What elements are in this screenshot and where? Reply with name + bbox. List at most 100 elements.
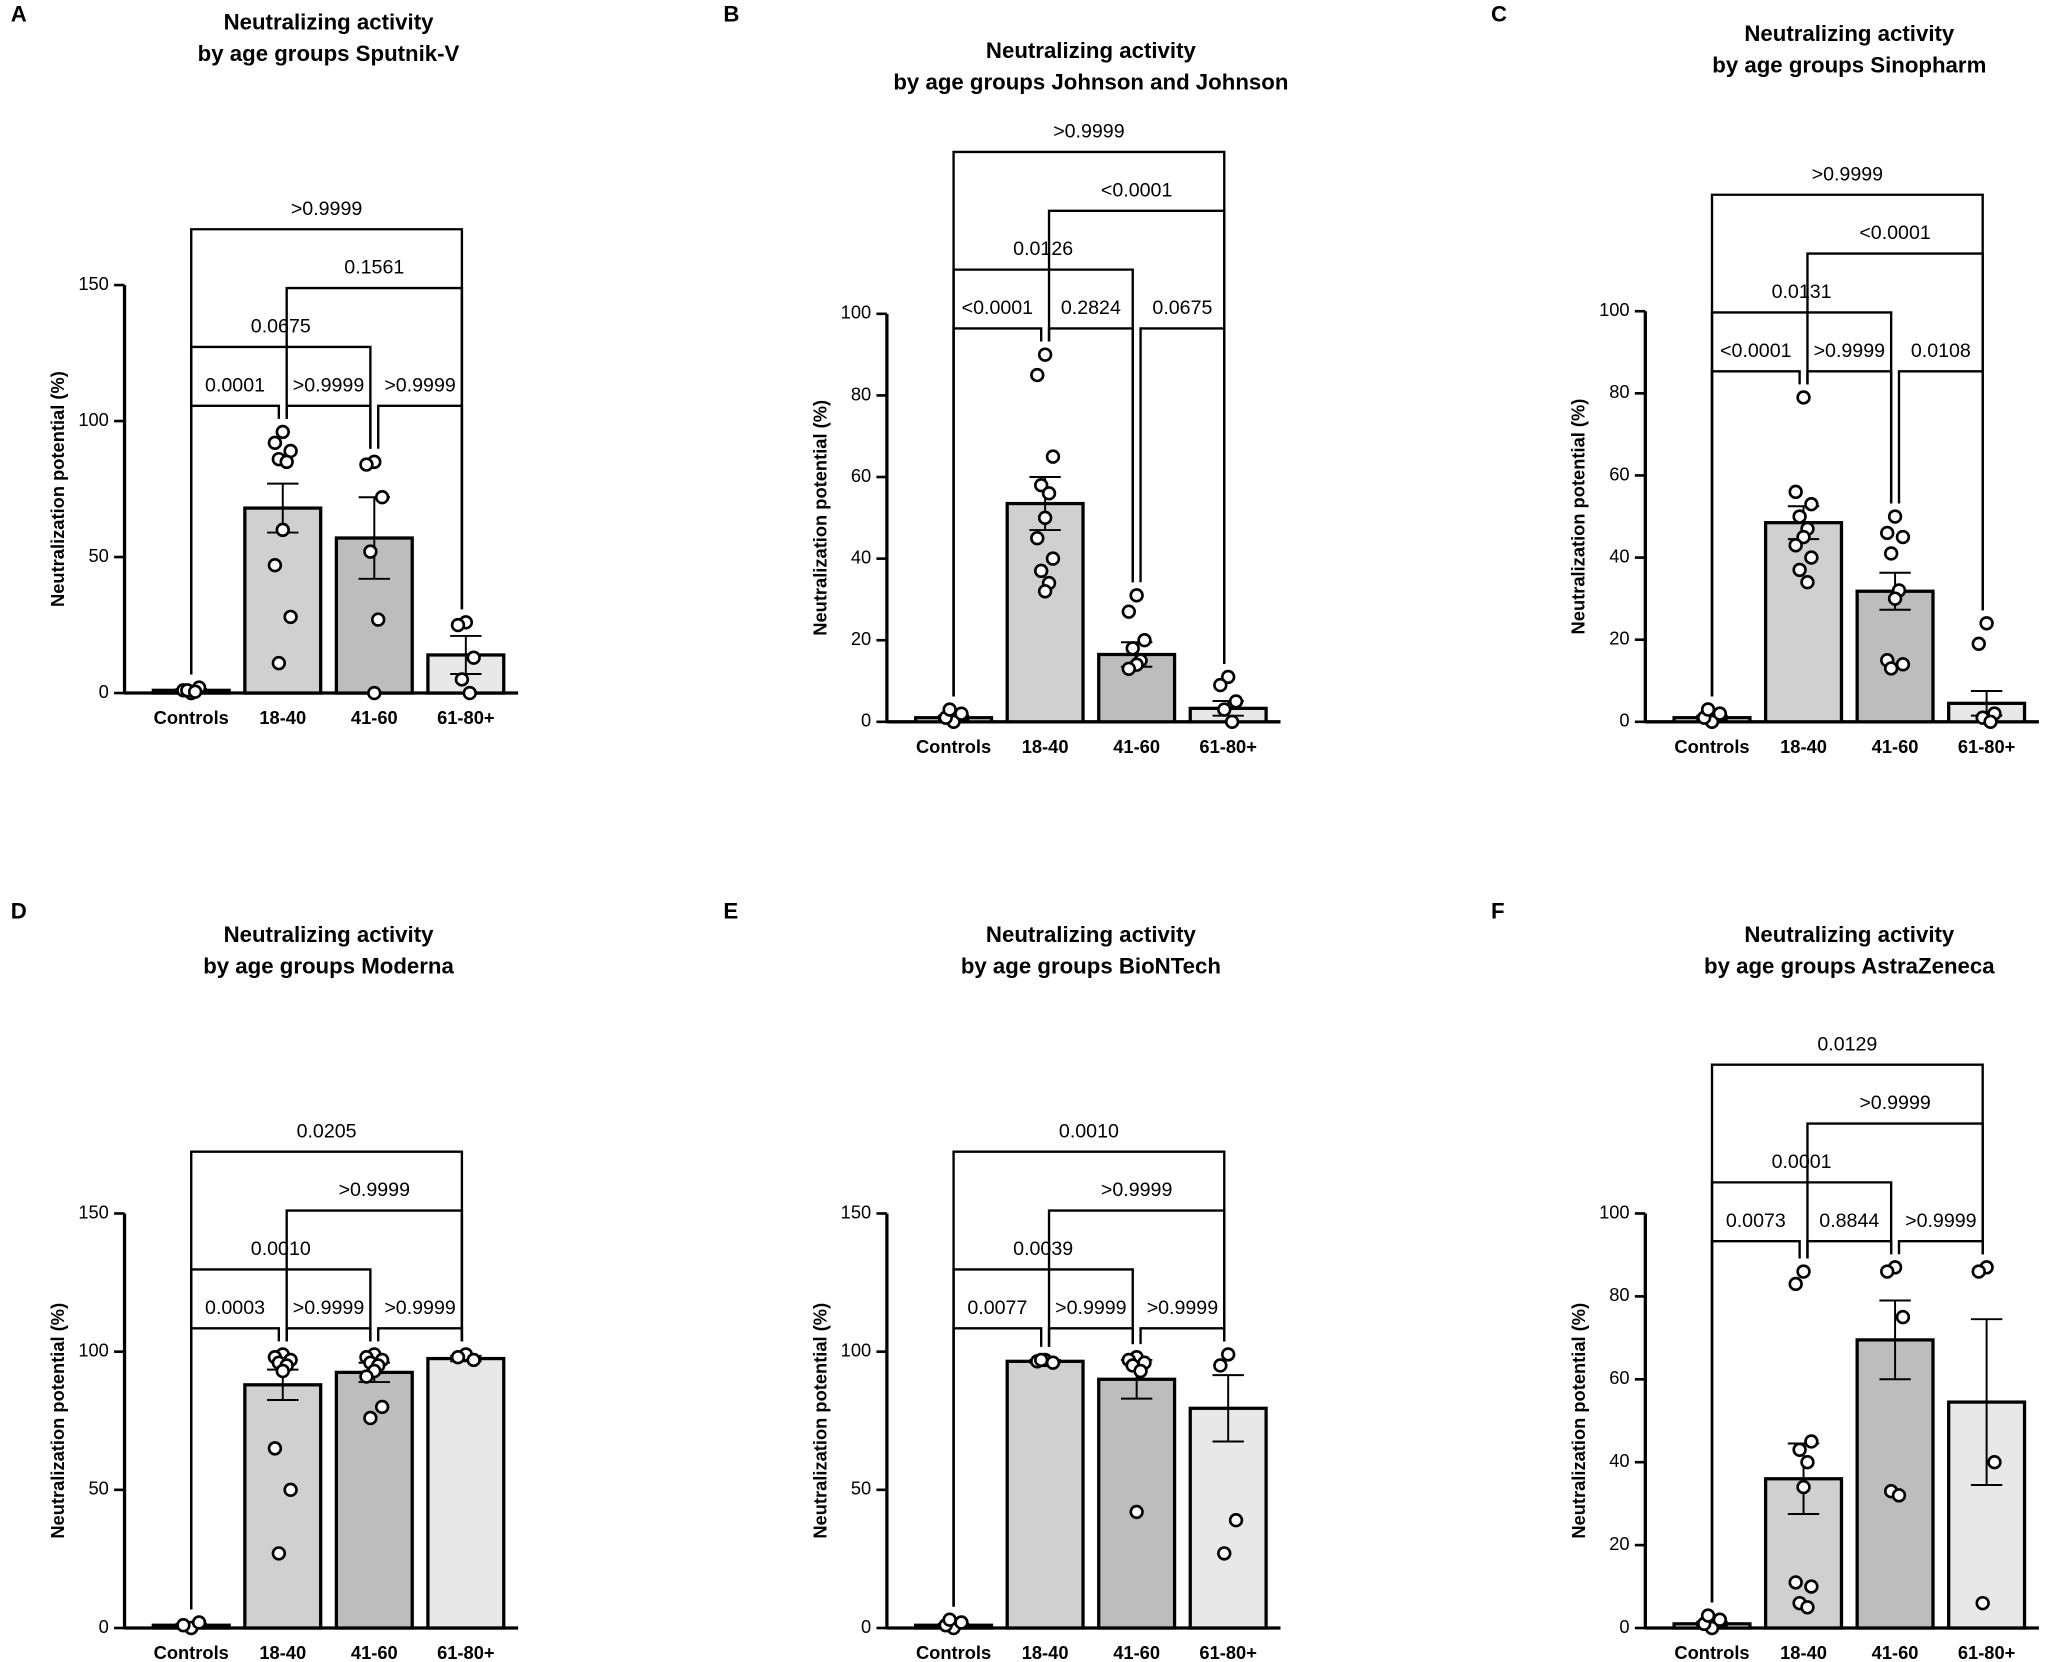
y-tick-label: 50 <box>88 1478 108 1499</box>
data-point <box>275 522 290 538</box>
y-tick-label: 20 <box>1609 628 1629 649</box>
p-value: 0.0010 <box>1059 1120 1119 1142</box>
x-tick-label: Controls <box>916 736 991 757</box>
y-axis-label: Neutralization potential (%) <box>47 1303 68 1539</box>
data-point <box>1891 1488 1907 1503</box>
y-axis-label: Neutralization potential (%) <box>1568 399 1589 635</box>
data-point <box>267 558 283 573</box>
panel-label: C <box>1491 2 1507 27</box>
data-point <box>1045 1355 1061 1370</box>
p-value: >0.9999 <box>1147 1297 1218 1319</box>
p-value: >0.9999 <box>384 1297 455 1319</box>
p-value: >0.9999 <box>339 1179 410 1201</box>
x-tick-label: 61-80+ <box>1199 736 1256 757</box>
data-point <box>1033 563 1049 579</box>
p-value: 0.0039 <box>1013 1238 1073 1260</box>
significance-bracket <box>952 150 1226 697</box>
x-tick-label: 18-40 <box>1780 736 1827 757</box>
data-point <box>954 1615 969 1630</box>
significance-bracket <box>285 1209 464 1342</box>
y-tick-label: 0 <box>99 681 109 702</box>
y-tick-label: 40 <box>851 546 871 567</box>
data-point <box>359 457 374 472</box>
data-point <box>1804 1579 1819 1594</box>
data-point <box>450 1349 466 1365</box>
data-point <box>1796 1479 1811 1495</box>
significance-bracket <box>1806 370 1893 504</box>
p-value: 0.0073 <box>1726 1210 1786 1232</box>
x-tick-label: 41-60 <box>1113 1642 1160 1662</box>
data-point <box>1796 1264 1811 1279</box>
error-bar <box>1879 1299 1911 1381</box>
y-tick-label: 0 <box>861 710 871 731</box>
y-tick-label: 60 <box>1609 1367 1629 1388</box>
data-point <box>1975 1595 1990 1611</box>
data-point <box>1224 714 1240 730</box>
data-point <box>1045 551 1061 566</box>
chart-title: Neutralizing activity <box>1744 21 1955 46</box>
y-tick-label: 80 <box>1609 381 1629 402</box>
data-point <box>1979 616 1994 631</box>
significance-bracket <box>1047 1209 1226 1347</box>
y-axis-label: Neutralization potential (%) <box>1568 1303 1589 1539</box>
panel-label: F <box>1491 899 1505 924</box>
y-tick-label: 50 <box>88 545 108 566</box>
data-point <box>1133 1363 1148 1379</box>
data-point <box>1887 509 1903 524</box>
data-point <box>1037 584 1053 599</box>
panel: C Neutralizing activity by age groups Sino… <box>1491 2 2039 757</box>
data-point <box>1971 636 1986 651</box>
data-point <box>1788 538 1803 553</box>
p-value: 0.0205 <box>297 1120 357 1142</box>
bar <box>1763 521 1844 724</box>
p-value: >0.9999 <box>1055 1297 1126 1319</box>
p-value: 0.0129 <box>1817 1033 1877 1055</box>
error-bar <box>1970 1318 2003 1486</box>
p-value: >0.9999 <box>1905 1210 1976 1232</box>
data-point <box>374 490 390 505</box>
x-tick-label: 61-80+ <box>437 1642 494 1662</box>
data-point <box>359 1369 374 1384</box>
data-point <box>1700 702 1716 717</box>
data-point <box>1792 509 1807 524</box>
data-point <box>176 1618 191 1633</box>
p-value: <0.0001 <box>1720 340 1791 362</box>
x-tick-label: 18-40 <box>259 1642 306 1662</box>
panel-label: A <box>11 2 27 27</box>
data-point <box>191 1615 207 1630</box>
y-tick-label: 0 <box>99 1616 109 1637</box>
data-point <box>1712 1612 1728 1627</box>
bar <box>1097 1377 1177 1630</box>
data-point <box>454 672 470 687</box>
x-tick-label: 41-60 <box>1872 1642 1919 1662</box>
y-axis-label: Neutralization potential (%) <box>47 371 68 607</box>
data-point <box>363 544 378 559</box>
y-tick-label: 100 <box>1599 1201 1630 1222</box>
chart-title: by age groups AstraZeneca <box>1704 954 1995 979</box>
x-tick-label: 18-40 <box>1022 1642 1069 1662</box>
y-tick-label: 100 <box>78 1339 109 1360</box>
panel: A Neutralizing activity by age groups Sput… <box>11 2 519 728</box>
significance-bracket <box>377 1327 464 1342</box>
p-value: <0.0001 <box>1101 179 1172 201</box>
panel: E Neutralizing activity by age groups BioN… <box>723 899 1281 1662</box>
x-tick-label: Controls <box>1674 1642 1749 1662</box>
data-point <box>466 1352 481 1368</box>
x-tick-label: 61-80+ <box>1199 1642 1256 1662</box>
data-point <box>1883 661 1899 676</box>
data-point <box>1880 1264 1895 1279</box>
data-point <box>1213 677 1228 693</box>
bar <box>1005 1359 1085 1630</box>
p-value: >0.9999 <box>1814 340 1885 362</box>
p-value: >0.9999 <box>384 374 455 396</box>
data-point <box>1792 562 1807 578</box>
p-value: >0.9999 <box>1101 1179 1172 1201</box>
data-point <box>1129 1504 1144 1520</box>
p-value: 0.0001 <box>1772 1151 1832 1173</box>
chart-title: by age groups Sputnik-V <box>198 41 460 66</box>
panel-label: B <box>723 2 739 27</box>
data-point <box>1037 510 1053 526</box>
y-tick-label: 20 <box>851 628 871 649</box>
data-point <box>1037 347 1053 362</box>
data-point <box>1788 1575 1803 1590</box>
